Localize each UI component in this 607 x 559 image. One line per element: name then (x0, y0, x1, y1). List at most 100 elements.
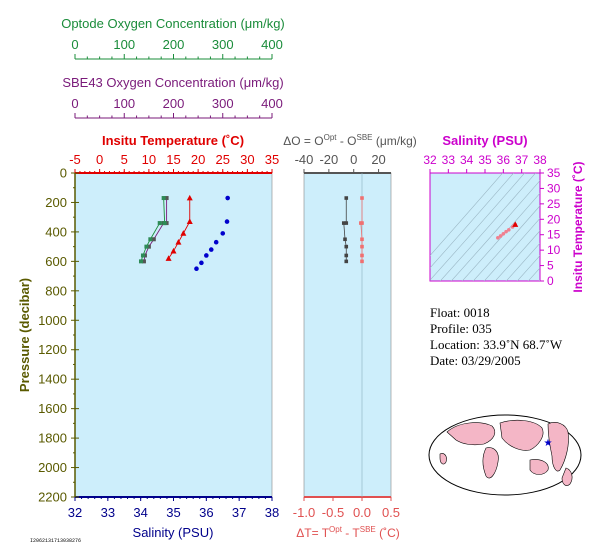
salinity-point (225, 195, 230, 201)
delta-t-tick-label: 0.0 (353, 505, 371, 520)
temperature-tick-label: -5 (69, 152, 81, 167)
sbe43-axis: SBE43 Oxygen Concentration (μm/kg) 0 100 2… (62, 75, 284, 119)
delta-t-axis-label: ΔT= TOpt - TSBE (˚C) (296, 525, 400, 540)
map-continents (439, 419, 573, 486)
ts-salinity-tick-label: 34 (460, 153, 474, 167)
salinity-point (204, 253, 209, 258)
oxygen_optode-point (138, 259, 143, 264)
delta-o-tick-label: -20 (319, 152, 338, 167)
oxygen_sbe43-point (146, 244, 151, 249)
pressure-tick-label: 1000 (38, 313, 67, 328)
oxygen_optode-point (144, 244, 149, 249)
world-map: ★ (428, 414, 582, 496)
optode-tick-label: 100 (113, 37, 135, 52)
delta_o-point (344, 259, 349, 264)
delta_o-point (341, 221, 346, 225)
temperature-axis-label: Insitu Temperature (˚C) (102, 133, 244, 148)
footer-code: I2062131713038276 (30, 538, 81, 544)
pressure-tick-label: 2200 (38, 490, 67, 505)
ts-point (504, 229, 508, 234)
salinity-axis-label: Salinity (PSU) (133, 525, 214, 540)
pressure-tick-label: 1400 (38, 372, 67, 387)
salinity-tick-label: 37 (232, 505, 246, 520)
salinity-tick-label: 36 (199, 505, 213, 520)
ts-temperature-tick-label: 15 (547, 228, 561, 242)
ts-temperature-tick-label: 0 (547, 274, 554, 288)
sbe43-tick-label: 300 (212, 96, 234, 111)
delta_t-point (360, 196, 364, 200)
salinity-point (213, 239, 219, 245)
pressure-tick-label: 1600 (38, 401, 67, 416)
delta_t-point (359, 221, 363, 225)
ts-salinity-axis-label: Salinity (PSU) (442, 133, 527, 148)
delta-o-axis-label: ΔO = OOpt - OSBE (μm/kg) (283, 133, 417, 148)
delta-t-tick-label: 0.5 (382, 505, 400, 520)
main-profile-panel: Insitu Temperature (˚C) 0200400600800100… (17, 133, 279, 540)
ts-density-contour (439, 173, 537, 281)
optode-axis-label: Optode Oxygen Concentration (μm/kg) (61, 16, 285, 31)
pressure-tick-label: 600 (45, 254, 67, 269)
sbe43-tick-label: 0 (71, 96, 78, 111)
pressure-tick-label: 2000 (38, 460, 67, 475)
ts-point (501, 231, 506, 236)
pressure-tick-label: 1800 (38, 431, 67, 446)
ts-temperature-tick-label: 25 (547, 197, 561, 211)
float-position-marker: ★ (544, 438, 553, 449)
temperature-tick-label: 20 (191, 152, 205, 167)
ts-density-contour (430, 173, 526, 281)
pressure-tick-label: 800 (45, 283, 67, 298)
delta_o-point (344, 221, 349, 225)
optode-tick-label: 200 (163, 37, 185, 52)
delta_t-point (360, 237, 364, 242)
location: Location: 33.9˚N 68.7˚W (430, 337, 563, 352)
ts-density-contour (494, 230, 540, 281)
salinity-tick-label: 38 (265, 505, 279, 520)
ts-salinity-tick-label: 36 (497, 153, 511, 167)
temperature-tick-label: 30 (240, 152, 254, 167)
salinity-tick-label: 32 (68, 505, 82, 520)
float-id: Float: 0018 (430, 305, 490, 320)
ts-temperature-tick-label: 5 (547, 259, 554, 273)
temperature-point (170, 247, 177, 254)
temperature-point (180, 230, 187, 236)
delta_o-point (343, 237, 347, 242)
ts-density-contour (430, 173, 504, 257)
delta_t-point (360, 244, 364, 249)
temperature-tick-label: 35 (265, 152, 279, 167)
pressure-tick-label: 400 (45, 224, 67, 239)
temperature-point (175, 239, 182, 245)
ts-temperature-tick-label: 35 (547, 166, 561, 180)
ts-density-contour (461, 192, 540, 281)
delta_o-point (344, 196, 349, 200)
salinity-tick-label: 33 (101, 505, 115, 520)
sbe43-tick-label: 400 (261, 96, 283, 111)
delta-o-tick-label: 20 (371, 152, 385, 167)
ts-salinity-tick-label: 32 (423, 153, 437, 167)
ts-panel-background (429, 172, 541, 282)
ts-salinity-tick-label: 33 (442, 153, 456, 167)
oxygen_optode-point (157, 221, 162, 226)
ts-point (507, 227, 511, 232)
salinity-tick-label: 34 (133, 505, 147, 520)
ts-temperature-tick-label: 10 (547, 243, 561, 257)
salinity-point (199, 260, 204, 266)
temperature-point (165, 255, 172, 261)
pressure-tick-label: 0 (60, 166, 67, 181)
salinity-point (224, 219, 230, 224)
temperature-tick-label: 0 (96, 152, 103, 167)
temperature-tick-label: 5 (121, 152, 128, 167)
optode-tick-label: 0 (71, 37, 78, 52)
sbe43-tick-label: 100 (113, 96, 135, 111)
delta-t-tick-label: -1.0 (293, 505, 315, 520)
delta-panel-background (303, 172, 392, 498)
salinity-point (194, 266, 199, 272)
oxygen_optode-point (161, 196, 166, 201)
oxygen_sbe43-point (141, 259, 146, 264)
profile-number: Profile: 035 (430, 321, 492, 336)
ts-density-contour (472, 205, 540, 281)
optode-tick-label: 300 (212, 37, 234, 52)
temperature-point (186, 218, 193, 224)
ts-latest-point (512, 221, 519, 227)
delta_o-point (344, 253, 349, 258)
